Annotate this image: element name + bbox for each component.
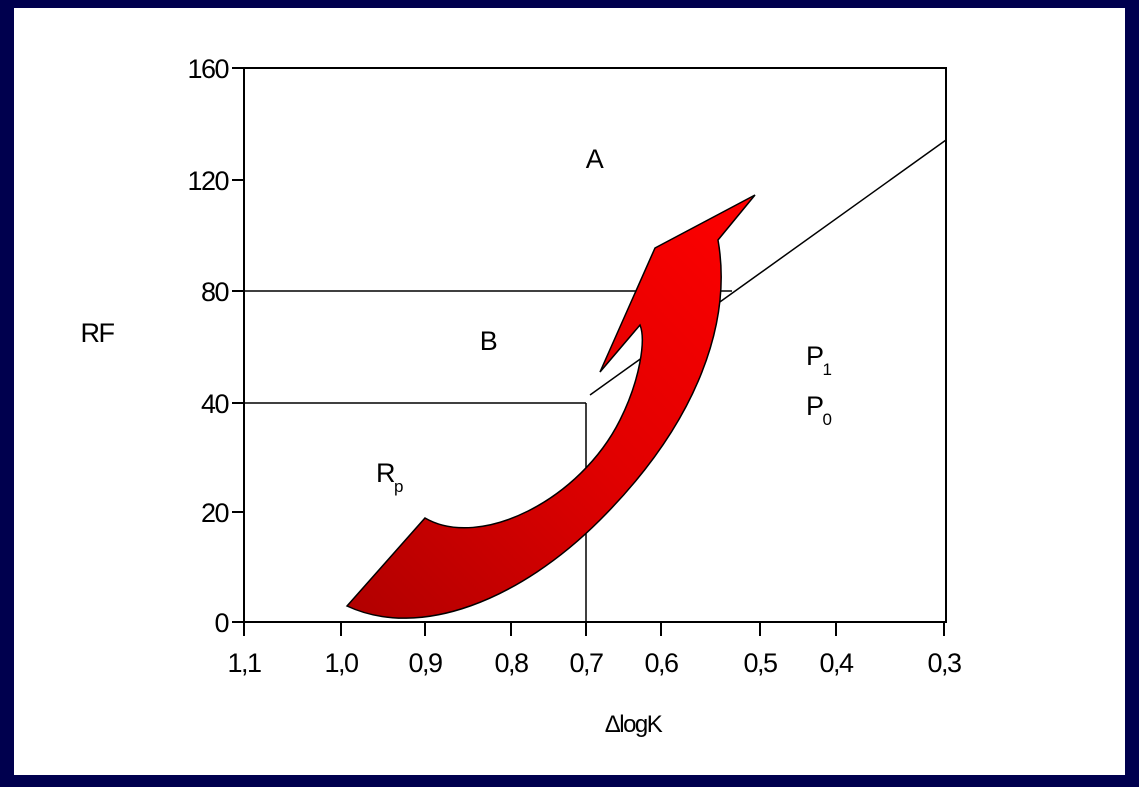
y-tick-label: 20 <box>201 498 229 528</box>
plot-box <box>243 67 947 623</box>
x-tick-label: 1,0 <box>324 648 358 678</box>
transition-arrow <box>345 194 756 619</box>
y-tick-label: 40 <box>201 389 229 419</box>
region-label: P0 <box>806 391 832 429</box>
y-tick-label: 160 <box>187 54 228 84</box>
x-tick-label: 0,5 <box>743 648 777 678</box>
x-tick-label: 0,6 <box>644 648 678 678</box>
plot-frame <box>232 67 947 636</box>
label-main: P <box>806 391 823 421</box>
label-main: P <box>806 341 823 371</box>
y-tick-label: 80 <box>201 277 229 307</box>
slide-body <box>14 8 1125 775</box>
region-label: A <box>586 144 604 174</box>
label-main: R <box>376 458 395 488</box>
x-tick-label: 0,7 <box>569 648 603 678</box>
region-label: P1 <box>806 341 832 379</box>
x-tick-labels: 1,1 1,0 0,9 0,8 0,7 0,6 0,5 0,4 0,3 <box>227 648 962 678</box>
x-ticks <box>243 622 945 636</box>
y-tick-label: 120 <box>187 166 228 196</box>
x-tick-label: 0,9 <box>408 648 442 678</box>
region-labels: A B Rp P1 P0 <box>376 144 833 496</box>
y-tick-label: 0 <box>214 608 228 638</box>
region-label: Rp <box>376 458 403 496</box>
x-tick-label: 1,1 <box>227 648 261 678</box>
x-axis-label: ΔlogK <box>605 711 663 738</box>
label-sub: p <box>394 477 403 496</box>
y-ticks <box>232 67 244 623</box>
label-sub: 0 <box>823 410 832 429</box>
y-axis-label: RF <box>81 318 115 348</box>
region-label: B <box>480 326 497 356</box>
x-tick-label: 0,8 <box>494 648 528 678</box>
label-sub: 1 <box>823 360 832 379</box>
x-tick-label: 0,3 <box>927 648 961 678</box>
x-tick-label: 0,4 <box>819 648 854 678</box>
y-tick-labels: 0 20 40 80 120 160 <box>187 54 230 638</box>
